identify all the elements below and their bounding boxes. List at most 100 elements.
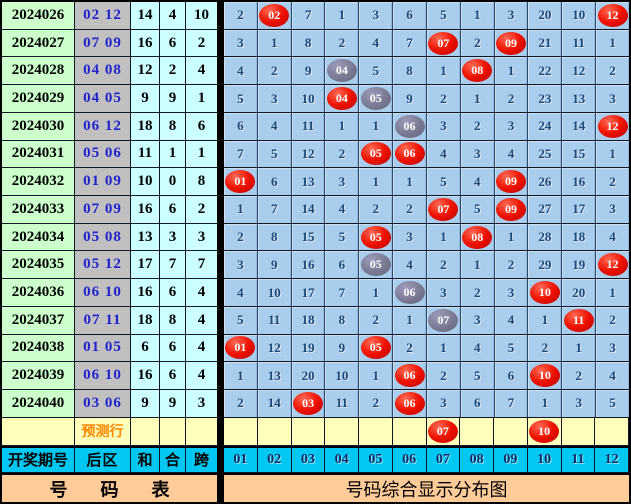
- grid-cell: 06: [393, 362, 427, 390]
- miss-count-cell: 3: [325, 168, 360, 196]
- period-cell: 2024034: [2, 223, 75, 251]
- draw-row-left: 2024035 05 12 17 7 7: [2, 251, 217, 280]
- hit-circle-red: 05: [360, 225, 391, 249]
- grid-cell: 10: [528, 279, 563, 306]
- distribution-grid-panel: 2 02 7 1 3 6 5 1 3 20 10 12 3 1 8 2 4 7 07 2 09 21 11 1 4 2 9 04 5 8 1…: [224, 2, 629, 502]
- miss-count-cell: 28: [528, 223, 563, 251]
- combine-cell: 6: [160, 29, 186, 57]
- combine-cell: 9: [160, 85, 186, 112]
- grid-cell: 07: [426, 29, 461, 57]
- left-panel: 2024026 02 12 14 4 10 2024027 07 09 16 6 2 2024028…: [2, 2, 217, 502]
- grid-cell: 08: [460, 57, 495, 85]
- miss-count-cell: 25: [528, 140, 563, 168]
- sum-cell: 12: [131, 57, 160, 85]
- miss-count-cell: 1: [359, 279, 394, 306]
- backzone-cell: 01 05: [75, 334, 131, 362]
- sum-cell: 10: [131, 168, 160, 196]
- draw-row-grid: 4 2 9 04 5 8 1 08 1 22 12 2: [224, 57, 629, 86]
- hit-circle-red: 10: [529, 281, 560, 305]
- miss-count-cell: 3: [426, 279, 461, 306]
- hit-circle-gray: 07: [428, 308, 459, 332]
- miss-count-cell: 13: [257, 362, 292, 390]
- backzone-cell: 06 12: [75, 112, 131, 140]
- miss-count-cell: 17: [291, 279, 326, 306]
- miss-count-cell: 18: [562, 223, 597, 251]
- span-cell: 8: [186, 168, 217, 196]
- miss-count-cell: 2: [325, 140, 360, 168]
- backzone-cell: 06 10: [75, 279, 131, 306]
- number-header-cell: 12: [595, 447, 629, 473]
- span-cell: 4: [186, 57, 217, 85]
- grid-cell: 12: [596, 2, 629, 29]
- miss-count-cell: 4: [224, 57, 258, 85]
- prediction-grid-cell: [460, 417, 494, 445]
- miss-count-cell: 20: [562, 279, 597, 306]
- span-cell: 1: [186, 85, 217, 112]
- miss-count-cell: 29: [528, 251, 563, 279]
- miss-count-cell: 2: [426, 362, 461, 390]
- miss-count-cell: 3: [224, 251, 258, 279]
- miss-count-cell: 8: [291, 29, 326, 57]
- draw-row-left: 2024028 04 08 12 2 4: [2, 57, 217, 86]
- table-title: 号 码 表: [2, 475, 217, 502]
- miss-count-cell: 5: [359, 57, 394, 85]
- miss-count-cell: 1: [494, 223, 529, 251]
- miss-count-cell: 13: [562, 85, 597, 112]
- grid-cell: 05: [359, 223, 394, 251]
- miss-count-cell: 21: [528, 29, 563, 57]
- miss-count-cell: 1: [325, 112, 360, 140]
- miss-count-cell: 4: [460, 168, 495, 196]
- hit-circle-red: 09: [496, 197, 527, 221]
- draw-row-left: 2024033 07 09 16 6 2: [2, 196, 217, 224]
- span-cell: 1: [186, 140, 217, 168]
- miss-count-cell: 14: [562, 112, 597, 140]
- prediction-empty-cell: [160, 417, 186, 445]
- miss-count-cell: 3: [494, 112, 529, 140]
- miss-count-cell: 22: [528, 57, 563, 85]
- miss-count-cell: 2: [359, 306, 394, 334]
- miss-count-cell: 11: [325, 390, 360, 417]
- hit-circle-gray: 05: [360, 87, 391, 111]
- draw-row-grid: 7 5 12 2 05 06 4 3 4 25 15 1: [224, 140, 629, 169]
- miss-count-cell: 15: [291, 223, 326, 251]
- backzone-cell: 07 09: [75, 29, 131, 57]
- miss-count-cell: 1: [460, 2, 495, 29]
- miss-count-cell: 2: [596, 57, 629, 85]
- period-cell: 2024040: [2, 390, 75, 417]
- span-cell: 4: [186, 362, 217, 390]
- miss-count-cell: 3: [460, 306, 495, 334]
- hit-circle-gray: 04: [326, 59, 357, 83]
- miss-count-cell: 2: [460, 112, 495, 140]
- grid-cell: 10: [528, 362, 563, 390]
- combine-cell: 7: [160, 251, 186, 279]
- miss-count-cell: 11: [257, 306, 292, 334]
- prediction-grid-cell: [595, 417, 629, 445]
- draw-row-left: 2024027 07 09 16 6 2: [2, 29, 217, 58]
- miss-count-cell: 3: [460, 140, 495, 168]
- combine-cell: 8: [160, 306, 186, 334]
- draw-row-left: 2024038 01 05 6 6 4: [2, 334, 217, 363]
- draw-row-grid: 2 02 7 1 3 6 5 1 3 20 10 12: [224, 2, 629, 30]
- hit-circle-red: 12: [597, 3, 628, 27]
- grid-cell: 01: [224, 334, 258, 362]
- period-cell: 2024030: [2, 112, 75, 140]
- miss-count-cell: 3: [596, 85, 629, 112]
- hit-circle-red: 07: [428, 31, 459, 55]
- hit-circle-red: 02: [259, 3, 290, 27]
- miss-count-cell: 18: [291, 306, 326, 334]
- miss-count-cell: 12: [562, 57, 597, 85]
- sum-cell: 13: [131, 223, 160, 251]
- miss-count-cell: 3: [596, 196, 629, 223]
- prediction-row-left: 预测行: [2, 417, 217, 446]
- period-cell: 2024032: [2, 168, 75, 196]
- draw-row-grid: 3 9 16 6 05 4 2 1 2 29 19 12: [224, 251, 629, 280]
- miss-count-cell: 2: [426, 85, 461, 112]
- draw-row-left: 2024026 02 12 14 4 10: [2, 2, 217, 30]
- miss-count-cell: 7: [224, 140, 258, 168]
- hit-circle-red: 06: [394, 364, 425, 388]
- miss-count-cell: 24: [528, 112, 563, 140]
- number-header-cell: 05: [359, 447, 393, 473]
- hit-circle-red: 05: [360, 142, 391, 166]
- sum-cell: 16: [131, 29, 160, 57]
